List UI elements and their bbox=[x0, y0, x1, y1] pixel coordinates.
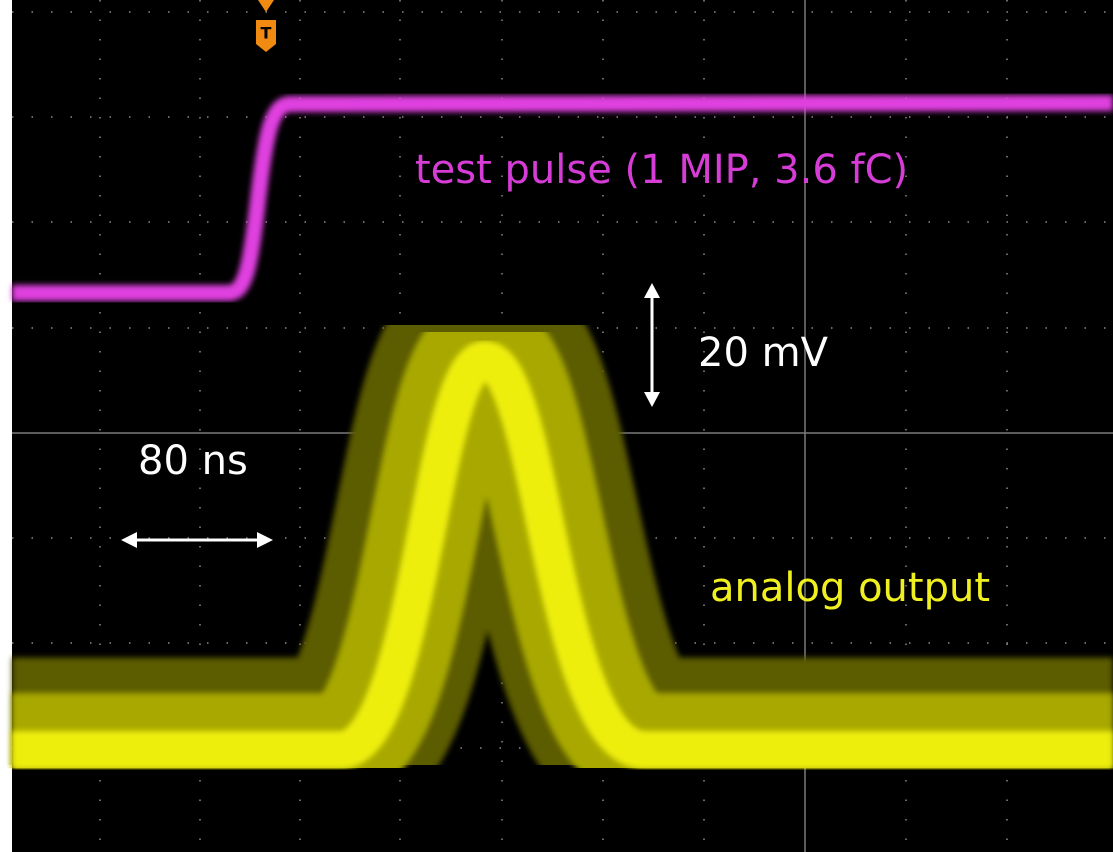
test-pulse-label: test pulse (1 MIP, 3.6 fC) bbox=[415, 147, 908, 193]
scope-screen: T test pulse (1 MIP, 3.6 fC) 20 mV 80 ns… bbox=[0, 0, 1113, 852]
page: T test pulse (1 MIP, 3.6 fC) 20 mV 80 ns… bbox=[0, 0, 1113, 852]
trigger-label: T bbox=[261, 24, 272, 43]
analog-output-label: analog output bbox=[710, 565, 990, 611]
vertical-scale-label: 20 mV bbox=[698, 330, 829, 376]
horizontal-scale-label: 80 ns bbox=[138, 438, 248, 484]
